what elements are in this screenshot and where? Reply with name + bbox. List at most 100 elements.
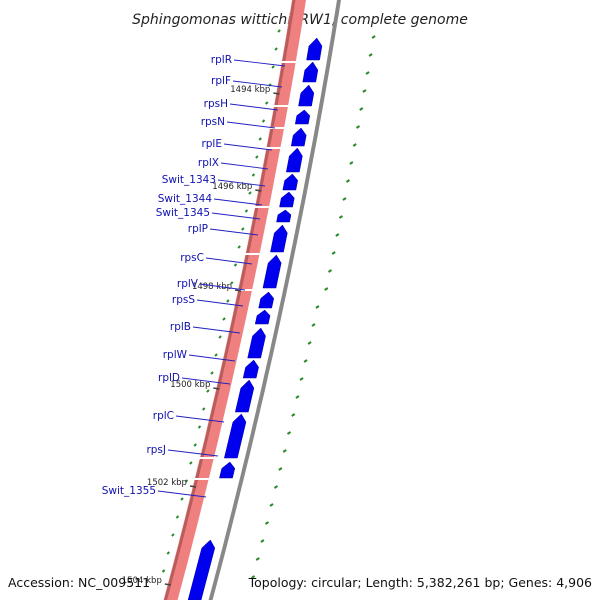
gene-arrow: [187, 539, 216, 600]
gene-arrows: [187, 37, 323, 600]
gene-label: Swit_1355: [102, 485, 156, 497]
gene-label: rpsJ: [146, 444, 166, 456]
gc-mark: [278, 467, 283, 471]
gc-mark: [368, 53, 373, 57]
gene-arrow: [234, 379, 255, 413]
gc-mark: [371, 35, 376, 39]
gene-labels: rplR rplF rpsH rpsN rplE rplX Swit_1343 Swit_13…: [102, 54, 286, 498]
gene-arrow: [286, 147, 303, 173]
gc-mark: [184, 479, 189, 483]
label-leader: [181, 377, 231, 385]
gc-mark: [171, 533, 175, 537]
gene-label: rplX: [198, 157, 219, 169]
tick-label: 1496 kbp: [212, 182, 252, 192]
tick-mark: [189, 485, 197, 488]
gc-mark: [295, 395, 300, 399]
gc-mark: [277, 29, 281, 33]
gc-mark: [206, 389, 210, 393]
gc-mark: [307, 341, 312, 345]
gene-label: rplC: [153, 410, 174, 422]
gene-arrow: [219, 461, 236, 479]
gene-label: rplD: [158, 372, 180, 384]
label-leader: [157, 490, 207, 498]
gc-mark: [327, 269, 333, 273]
scale-ticks: 1494 kbp 1496 kbp 1498 kbp 1500 kbp 1502 kbp…: [122, 85, 280, 586]
gc-mark: [352, 143, 357, 147]
gene-label: rplW: [163, 349, 188, 361]
gc-mark: [291, 413, 296, 417]
gc-mark: [175, 515, 180, 519]
label-leader: [192, 326, 241, 334]
label-leader: [196, 299, 244, 307]
tick-label: 1502 kbp: [147, 478, 187, 488]
gc-mark: [282, 449, 287, 453]
gc-mark: [338, 215, 343, 219]
gene-arrow: [270, 224, 288, 253]
gc-mark: [324, 287, 329, 291]
gc-mark: [303, 359, 308, 363]
tick-label: 1494 kbp: [230, 85, 270, 95]
label-leader: [175, 415, 225, 423]
gene-label: rplP: [188, 223, 208, 235]
label-leader: [199, 283, 246, 291]
gc-skew-track: [161, 29, 376, 579]
gc-mark: [237, 245, 241, 249]
gc-mark: [248, 191, 252, 195]
gc-mark: [161, 569, 166, 573]
gc-mark: [180, 497, 184, 501]
gc-mark: [255, 557, 260, 561]
tick-mark: [234, 289, 242, 292]
gene-arrow: [298, 84, 315, 107]
gene-label: rplR: [211, 54, 232, 66]
gc-mark: [222, 317, 226, 321]
tick-label: 1498 kbp: [192, 282, 232, 292]
gene-label: rplV: [177, 278, 199, 290]
gene-arrow: [282, 173, 298, 191]
gene-arrow: [276, 209, 292, 223]
gene-label: rpsH: [204, 98, 228, 110]
tick-mark: [273, 92, 280, 95]
gene-label: rpsN: [201, 116, 225, 128]
gc-mark: [362, 89, 367, 93]
label-leader: [213, 198, 263, 206]
gc-mark: [255, 155, 259, 159]
gc-mark: [264, 521, 270, 525]
gene-label: rplE: [201, 138, 222, 150]
gc-mark: [261, 119, 266, 123]
gene-arrow: [290, 127, 307, 147]
tick-label: 1504 kbp: [122, 576, 162, 586]
gc-mark: [315, 305, 320, 309]
gc-mark: [233, 263, 238, 267]
label-leader: [211, 212, 261, 220]
gc-mark: [331, 251, 336, 255]
label-leader: [223, 143, 273, 151]
gene-label: rpsS: [172, 294, 195, 306]
label-leader: [229, 103, 279, 111]
gc-mark: [189, 461, 193, 465]
gc-mark: [251, 575, 256, 579]
tick-label: 1500 kbp: [170, 380, 210, 390]
gene-arrow: [258, 291, 275, 309]
gc-mark: [359, 107, 364, 111]
gc-mark: [193, 443, 197, 447]
gene-arrow: [254, 309, 271, 325]
label-leader: [209, 228, 259, 236]
gc-mark: [365, 71, 370, 75]
gc-mark: [265, 101, 269, 105]
gene-arrow: [294, 109, 311, 125]
gene-label: rplF: [211, 75, 231, 87]
gc-mark: [244, 209, 249, 213]
label-leader: [233, 59, 286, 67]
gc-mark: [269, 503, 274, 507]
gc-mark: [202, 407, 206, 411]
label-leader: [232, 80, 283, 88]
topology-text: Topology: circular; Length: 5,382,261 bp…: [248, 575, 592, 590]
gc-mark: [273, 485, 279, 489]
gene-label: Swit_1343: [162, 174, 216, 186]
gene-arrow: [302, 61, 319, 83]
accession-text: Accession: NC_009511: [8, 575, 150, 590]
gene-arrow: [279, 191, 295, 208]
label-leader: [217, 179, 266, 187]
gene-arrow: [262, 254, 282, 289]
